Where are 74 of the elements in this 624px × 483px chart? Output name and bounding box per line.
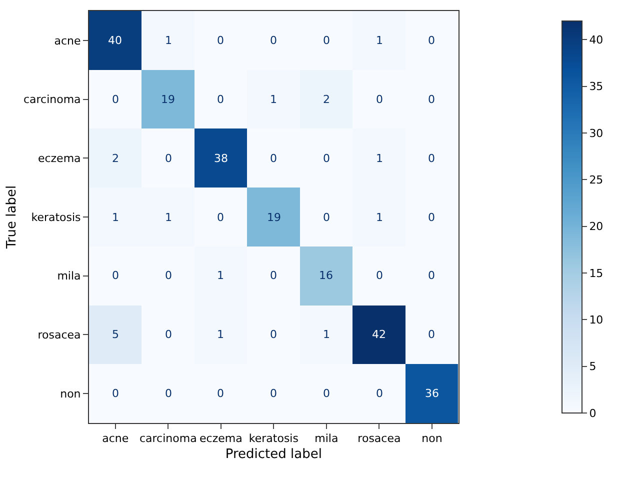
x-tick-label: eczema — [199, 432, 242, 446]
data-label: 0 — [165, 152, 172, 165]
data-label: 0 — [217, 387, 224, 400]
x-tick-label: mila — [314, 432, 338, 446]
data-label: 1 — [165, 34, 172, 47]
data-label: 1 — [376, 34, 383, 47]
data-label: 0 — [323, 152, 330, 165]
color-bar-label: 40 — [589, 34, 604, 47]
data-label: 1 — [376, 152, 383, 165]
y-tick-label: rosacea — [38, 328, 81, 342]
y-tick-label: keratosis — [31, 210, 82, 224]
data-label: 0 — [323, 34, 330, 47]
y-tick-label: carcinoma — [23, 93, 81, 106]
data-label: 0 — [428, 211, 435, 224]
data-label: 19 — [267, 211, 281, 224]
color-bar-label: 5 — [589, 360, 596, 374]
data-label: 1 — [217, 269, 224, 282]
x-tick-label: keratosis — [248, 432, 299, 446]
x-axis-title: Predicted label — [225, 446, 322, 462]
data-label: 36 — [425, 387, 439, 400]
data-label: 0 — [165, 387, 172, 400]
color-bar-label: 25 — [589, 174, 604, 187]
data-label: 42 — [372, 328, 386, 341]
data-label: 0 — [217, 93, 224, 106]
data-label: 0 — [376, 269, 383, 282]
data-label: 2 — [323, 93, 330, 106]
color-bar-label: 0 — [589, 406, 596, 420]
data-label: 0 — [428, 328, 435, 341]
data-label: 5 — [112, 328, 119, 341]
color-bar-label: 35 — [589, 80, 604, 94]
x-tick-label: non — [422, 432, 442, 446]
data-label: 0 — [428, 152, 435, 165]
data-label: 0 — [428, 34, 435, 47]
data-label: 0 — [165, 328, 172, 341]
data-label: 0 — [270, 34, 277, 47]
data-label: 0 — [323, 211, 330, 224]
data-label: 0 — [270, 152, 277, 165]
data-label: 1 — [217, 328, 224, 341]
data-label: 0 — [165, 269, 172, 282]
data-label: 40 — [108, 34, 122, 47]
data-label: 2 — [112, 152, 119, 165]
data-label: 0 — [323, 387, 330, 400]
color-bar-label: 10 — [589, 314, 604, 327]
data-label: 0 — [376, 93, 383, 106]
data-label: 1 — [270, 93, 277, 106]
y-tick-label: acne — [54, 34, 82, 48]
x-tick-label: carcinoma — [139, 432, 197, 446]
y-tick-label: non — [60, 387, 81, 400]
data-label: 0 — [428, 93, 435, 106]
y-tick-label: eczema — [38, 152, 81, 165]
data-label: 0 — [270, 387, 277, 400]
data-label: 0 — [428, 269, 435, 282]
data-label: 0 — [270, 269, 277, 282]
x-tick-label: acne — [102, 432, 129, 446]
y-axis-title: True label — [4, 185, 20, 250]
data-label: 19 — [161, 93, 175, 106]
data-label: 38 — [214, 152, 228, 165]
data-label: 1 — [165, 211, 172, 224]
color-bar-label: 15 — [589, 266, 604, 280]
data-label: 0 — [376, 387, 383, 400]
data-label: 0 — [217, 34, 224, 47]
color-bar-label: 20 — [589, 220, 604, 234]
data-label: 1 — [323, 328, 330, 341]
data-label: 0 — [112, 269, 119, 282]
y-tick-label: mila — [57, 270, 81, 283]
data-label: 0 — [270, 328, 277, 341]
color-bar-label: 30 — [589, 126, 604, 140]
data-label: 0 — [112, 387, 119, 400]
x-tick-label: rosacea — [358, 432, 401, 446]
data-label: 1 — [112, 211, 119, 224]
data-label: 0 — [217, 211, 224, 224]
data-label: 16 — [319, 269, 333, 282]
data-label: 1 — [376, 211, 383, 224]
data-label: 0 — [112, 93, 119, 106]
